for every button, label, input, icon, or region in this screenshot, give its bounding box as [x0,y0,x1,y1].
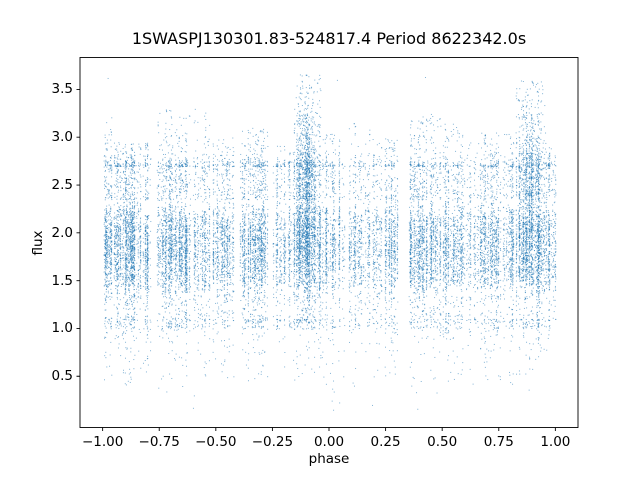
y-tick-label: 1.0 [51,320,73,337]
x-axis-label: phase [308,451,350,467]
y-tick-label: 2.0 [51,224,73,241]
y-tick-label: 3.0 [51,129,73,146]
x-tick-label: −0.25 [251,434,294,450]
x-tick-label: −1.00 [81,434,124,450]
y-tick-label: 3.5 [51,81,73,98]
chart-title: 1SWASPJ130301.83-524817.4 Period 8622342… [131,29,527,48]
x-tick-label: −0.75 [138,434,180,450]
x-tick-label: 0.25 [370,434,401,450]
x-tick-label: 1.00 [540,434,571,450]
y-tick-label: 2.5 [51,177,73,194]
x-tick-label: 0.00 [313,434,345,450]
x-tick-label: 0.75 [483,434,514,450]
x-tick-label: 0.50 [427,434,458,450]
x-tick-label: −0.50 [195,434,237,450]
y-tick-label: 0.5 [51,368,73,385]
y-tick-label: 1.5 [51,272,73,289]
